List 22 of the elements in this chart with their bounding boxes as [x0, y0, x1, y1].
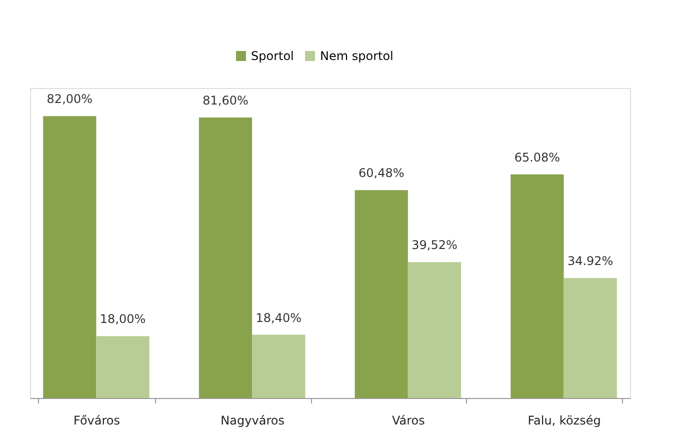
data-label: 65.08% [514, 150, 560, 164]
data-label: 18,00% [100, 312, 146, 326]
bar [198, 118, 252, 398]
bar [510, 174, 564, 398]
legend-label: Sportol [251, 49, 294, 63]
x-tick-label: Falu, község [528, 414, 601, 428]
data-label: 39,52% [412, 238, 458, 252]
x-tick-label: Nagyváros [220, 414, 284, 428]
x-tick-label: Város [392, 414, 425, 428]
bar [408, 262, 462, 398]
data-label: 82,00% [46, 92, 93, 106]
data-label: 81,60% [202, 94, 248, 108]
data-label: 34.92% [567, 254, 614, 268]
data-label: 60,48% [358, 166, 404, 180]
data-label: 18,40% [256, 310, 302, 325]
bar [96, 336, 150, 398]
bar [564, 278, 617, 398]
x-tick-label: Főváros [73, 414, 120, 428]
bar [252, 334, 306, 398]
bar [43, 116, 96, 398]
bar [354, 190, 408, 398]
legend-label: Nem sportol [320, 49, 394, 63]
